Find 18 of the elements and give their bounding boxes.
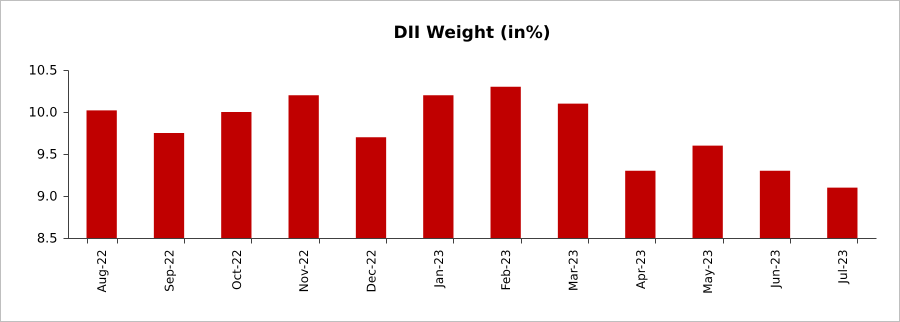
x-tick-label: Dec-22 (364, 250, 378, 292)
x-tick-label: Sep-22 (162, 250, 176, 292)
y-tick-label: 9.5 (36, 148, 58, 162)
x-tick-label: Mar-23 (566, 250, 580, 291)
x-tick-label: Apr-23 (634, 250, 648, 290)
x-tick-label: Jul-23 (836, 250, 850, 285)
x-tick-label: May-23 (701, 250, 716, 294)
y-tick-label: 10.5 (28, 64, 58, 78)
x-tick-label: Jan-23 (432, 250, 446, 289)
x-tick-label: Jun-23 (768, 250, 782, 289)
x-tick-label: Aug-22 (95, 250, 110, 293)
y-tick-label: 8.5 (36, 232, 58, 246)
x-tick-label: Feb-23 (499, 250, 514, 290)
y-tick-label: 9.0 (36, 190, 58, 204)
x-tick-label: Oct-22 (230, 250, 244, 290)
chart-title: DII Weight (in%) (393, 23, 551, 43)
x-tick-label: Nov-22 (297, 250, 312, 292)
y-tick-label: 10.0 (28, 106, 58, 120)
